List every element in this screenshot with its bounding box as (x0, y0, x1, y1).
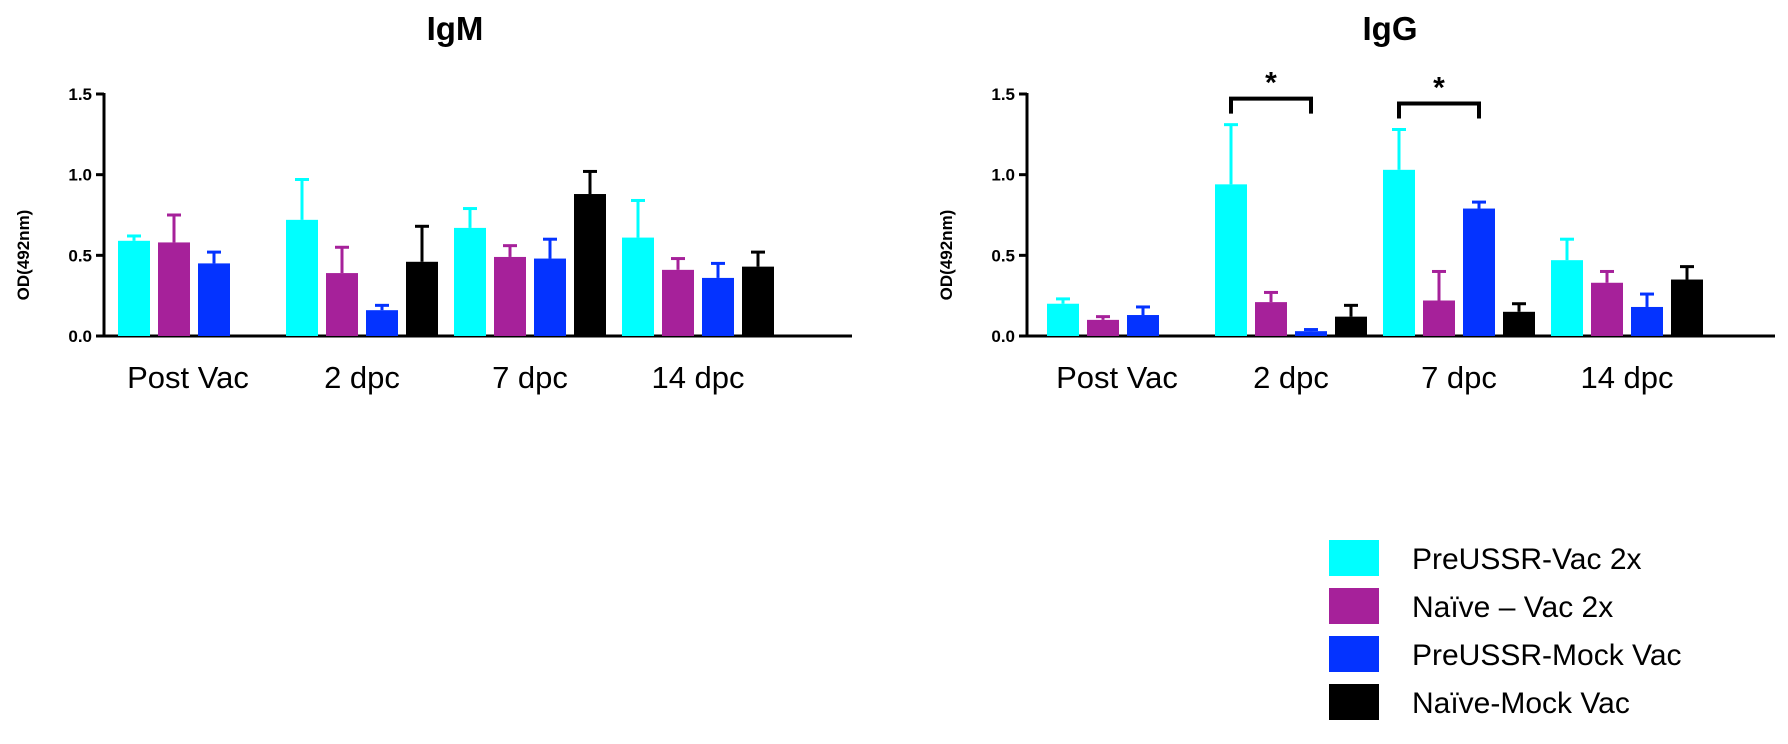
igg-bar (1631, 306, 1663, 336)
igm-bar (742, 266, 774, 336)
igg-bar (1503, 311, 1535, 336)
igg-bar (1127, 315, 1159, 336)
igg-bar (1255, 302, 1287, 336)
igg-x-tick-label: Post Vac (1056, 360, 1178, 395)
igm-bar (198, 263, 230, 336)
igm-y-tick-label: 1.0 (68, 166, 92, 185)
igg-bar (1463, 208, 1495, 336)
igg-bar (1383, 169, 1415, 336)
legend-label: Naïve – Vac 2x (1412, 591, 1613, 624)
legend-label: PreUSSR-Mock Vac (1412, 639, 1682, 672)
igm-bar (286, 219, 318, 336)
igm-bar (494, 256, 526, 336)
legend-swatch (1329, 636, 1379, 672)
legend-label: PreUSSR-Vac 2x (1412, 543, 1642, 576)
igm-bar (406, 261, 438, 336)
igm-bar (702, 277, 734, 336)
igg-x-tick-label: 14 dpc (1580, 360, 1673, 395)
igm-bar (574, 194, 606, 336)
igm-bar (622, 237, 654, 336)
igg-significance-label: * (1433, 71, 1445, 104)
igg-significance-label: * (1265, 67, 1277, 100)
legend-swatch (1329, 540, 1379, 576)
legend-swatch (1329, 684, 1379, 720)
igg-bar (1551, 260, 1583, 336)
igg-bar (1591, 282, 1623, 336)
igg-bar (1295, 331, 1327, 336)
igg-y-tick-label: 1.5 (991, 85, 1015, 104)
igg-y-tick-label: 1.0 (991, 166, 1015, 185)
igg-x-tick-label: 2 dpc (1253, 360, 1329, 395)
igg-significance-bracket (1229, 96, 1313, 114)
igm-y-axis-label: OD(492nm) (14, 210, 33, 301)
legend-label: Naïve-Mock Vac (1412, 687, 1630, 720)
igg-y-axis-label: OD(492nm) (937, 210, 956, 301)
igg-significance-bracket (1397, 101, 1481, 119)
igg-bar (1335, 316, 1367, 336)
legend: PreUSSR-Vac 2x Naïve – Vac 2x PreUSSR-Mock… (1329, 540, 1682, 720)
igm-bar (118, 240, 150, 336)
igm-y-tick-label: 0.5 (68, 246, 92, 265)
igg-bar (1215, 184, 1247, 336)
legend-swatch (1329, 588, 1379, 624)
igm-bar (454, 227, 486, 336)
igg-y-tick-label: 0.5 (991, 246, 1015, 265)
igg-bar (1671, 279, 1703, 336)
igm-bar (158, 242, 190, 336)
igm-x-tick-label: 7 dpc (492, 360, 568, 395)
igm-chart-title: IgM (427, 10, 484, 47)
igm-y-tick-label: 0.0 (68, 327, 92, 346)
igm-chart: IgM OD(492nm) 0.0 0.5 1.0 1.5 Post Vac 2 dpc 7… (14, 10, 852, 395)
igm-bar (326, 273, 358, 336)
igm-bar (366, 310, 398, 336)
igm-x-tick-label: Post Vac (127, 360, 249, 395)
igg-x-tick-label: 7 dpc (1421, 360, 1497, 395)
igg-bar (1047, 303, 1079, 336)
igm-x-tick-label: 14 dpc (651, 360, 744, 395)
igg-bar (1087, 319, 1119, 336)
igm-x-tick-label: 2 dpc (324, 360, 400, 395)
igg-bar (1423, 300, 1455, 336)
igm-bar (534, 258, 566, 336)
igg-chart-title: IgG (1363, 10, 1418, 47)
igm-bar (662, 269, 694, 336)
igg-y-tick-label: 0.0 (991, 327, 1015, 346)
igm-y-tick-label: 1.5 (68, 85, 92, 104)
igg-chart: IgG OD(492nm) 0.0 0.5 1.0 1.5 Post Vac 2 dpc 7… (937, 10, 1775, 395)
